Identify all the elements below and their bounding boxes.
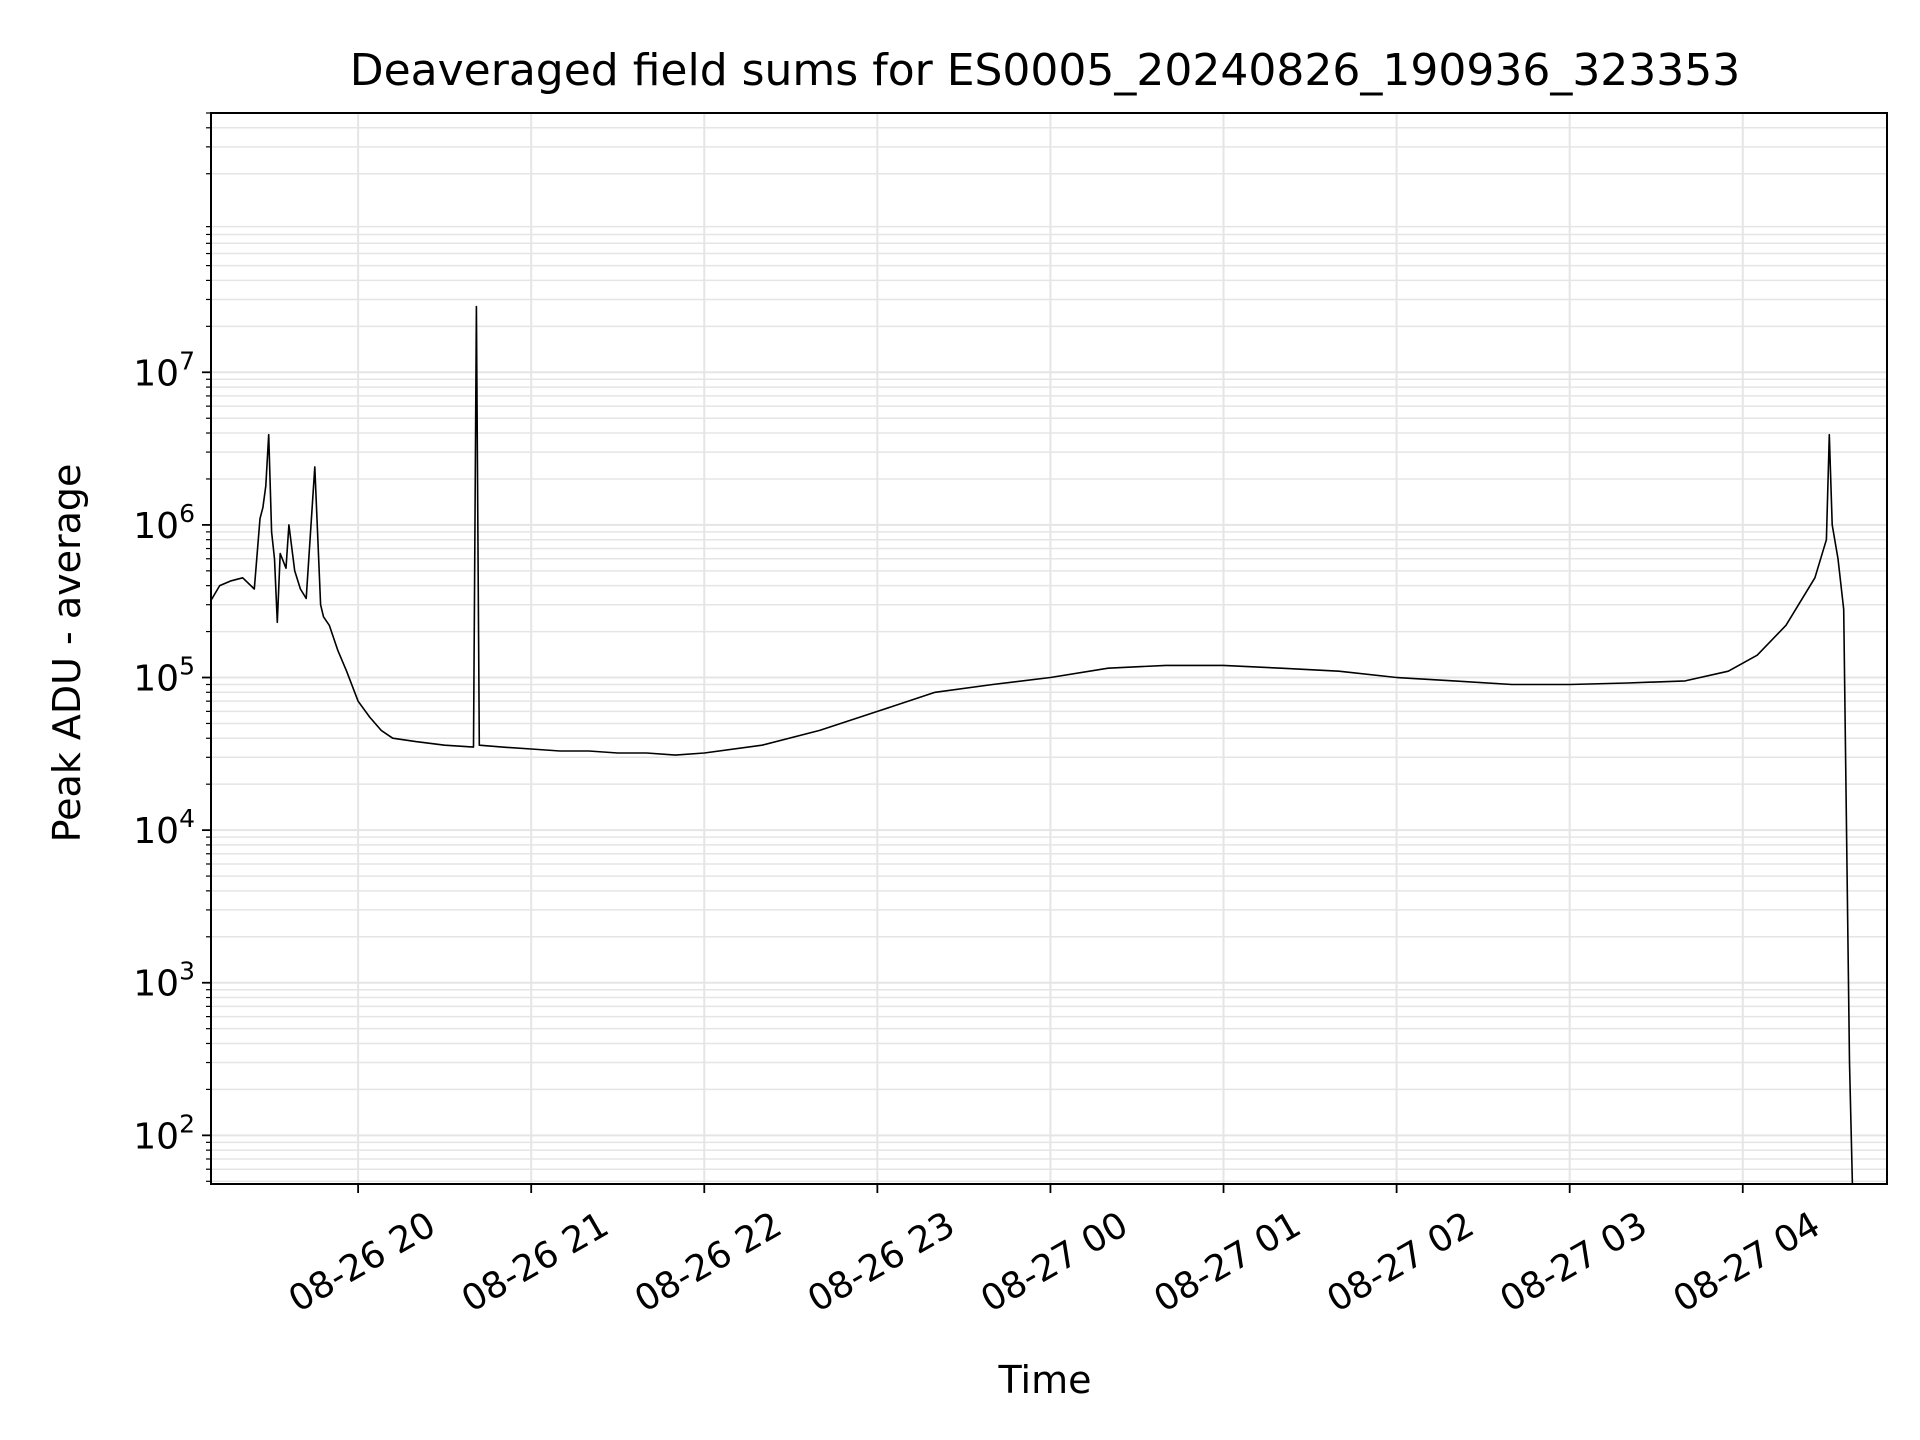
x-tick-label: 08-27 04: [1667, 1204, 1828, 1320]
x-tick-label: 08-26 20: [282, 1204, 443, 1320]
plot-frame: [210, 112, 1888, 1185]
x-tick-label: 08-27 01: [1147, 1204, 1308, 1320]
x-tick-label: 08-26 22: [628, 1204, 789, 1320]
chart-title: Deaveraged field sums for ES0005_2024082…: [350, 45, 1741, 96]
x-tick-label: 08-27 03: [1494, 1204, 1655, 1320]
series-layer: [210, 305, 1854, 1185]
y-tick-label: 104: [133, 804, 195, 852]
series-line: [210, 305, 1854, 1185]
y-tick-label: 103: [133, 957, 195, 1005]
x-axis-ticks: 08-26 20 08-26 21 08-26 22 08-26 23 08-27 00…: [282, 1184, 1827, 1321]
y-axis-ticks: 102 103 104 105 106 107: [133, 112, 211, 1182]
x-tick-label: 08-26 23: [801, 1204, 962, 1320]
x-axis-label: Time: [998, 1358, 1092, 1402]
y-tick-label: 106: [133, 499, 195, 547]
y-tick-label: 102: [133, 1109, 195, 1157]
x-tick-label: 08-27 00: [974, 1204, 1135, 1320]
x-tick-label: 08-26 21: [455, 1204, 616, 1320]
y-tick-label: 107: [133, 346, 195, 394]
x-tick-label: 08-27 02: [1320, 1204, 1481, 1320]
y-tick-label: 105: [133, 652, 195, 700]
y-axis-label: Peak ADU - average: [45, 464, 89, 843]
grid-lines: [211, 112, 1887, 1184]
